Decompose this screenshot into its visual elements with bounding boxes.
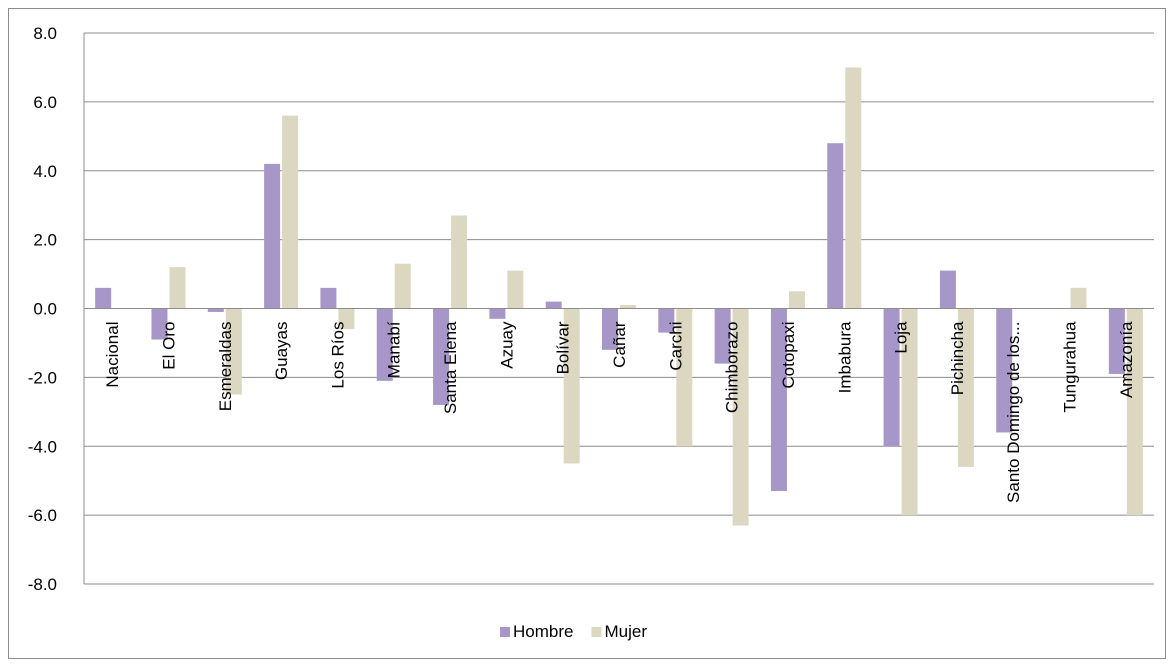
bar-hombre	[207, 308, 224, 312]
category-label: Azuay	[497, 321, 516, 369]
category-label: Loja	[892, 321, 911, 354]
y-tick-label: 4.0	[33, 162, 57, 181]
category-labels: Nacional El Oro Esmeraldas Guayas Los Ríos Ma…	[103, 321, 1136, 503]
bar-hombre	[939, 270, 956, 309]
bar-mujer	[338, 308, 355, 330]
gridlines	[84, 32, 1154, 585]
bar-mujer	[1126, 308, 1143, 516]
bar-hombre	[770, 308, 787, 492]
legend-swatch-hombre	[500, 627, 510, 637]
category-label: El Oro	[159, 322, 178, 370]
y-tick-label: -2.0	[28, 368, 57, 387]
bar-hombre	[714, 308, 731, 364]
bar-hombre	[320, 287, 337, 309]
bar-mujer	[845, 67, 862, 309]
category-label: Imbabura	[835, 321, 854, 393]
legend-label-mujer: Mujer	[604, 622, 647, 641]
bar-mujer	[901, 308, 918, 516]
legend-swatch-mujer	[591, 627, 602, 637]
category-label: Los Ríos	[328, 322, 347, 389]
bar-hombre	[433, 308, 450, 405]
bar-mujer	[563, 308, 580, 464]
bar-mujer	[394, 263, 411, 309]
bar-hombre	[151, 308, 168, 340]
category-label: Cañar	[610, 321, 629, 368]
y-axis-tick-labels: 8.0 6.0 4.0 2.0 0.0 -2.0 -4.0 -6.0 -8.0	[28, 24, 57, 594]
category-label: Manabí	[385, 321, 404, 378]
bar-mujer	[620, 305, 636, 309]
y-tick-label: 8.0	[33, 24, 57, 43]
bar-mujer	[1070, 287, 1087, 309]
y-tick-label: 6.0	[33, 93, 57, 112]
bar-hombre	[996, 308, 1013, 433]
category-label: Bolívar	[554, 321, 573, 374]
category-label: Amazonía	[1117, 321, 1136, 398]
y-tick-label: 2.0	[33, 231, 57, 250]
category-label: Santo Domingo de los...	[1004, 322, 1023, 503]
bar-mujer	[507, 270, 524, 309]
bar-hombre	[602, 308, 618, 350]
bar-hombre	[489, 308, 506, 319]
bar-hombre	[95, 287, 112, 309]
category-label: Nacional	[103, 322, 122, 388]
category-label: Chimborazo	[723, 322, 742, 414]
legend: Hombre Mujer	[500, 622, 647, 641]
category-label: Cotopaxi	[779, 322, 798, 389]
bar-hombre	[1108, 308, 1125, 374]
category-label: Carchi	[666, 322, 685, 371]
bar-hombre	[376, 308, 393, 381]
y-tick-label: -4.0	[28, 437, 57, 456]
bar-mujer	[225, 308, 242, 395]
bar-hombre	[264, 163, 281, 309]
bar-mujer	[676, 308, 693, 447]
bar-mujer	[957, 308, 974, 467]
y-tick-label: -8.0	[28, 575, 57, 594]
bars	[95, 67, 1143, 526]
bar-hombre	[545, 301, 562, 309]
bar-hombre	[883, 308, 900, 447]
bar-mujer	[732, 308, 749, 526]
y-tick-label: -6.0	[28, 506, 57, 525]
category-label: Guayas	[272, 322, 291, 381]
bar-mujer	[451, 215, 468, 309]
category-label: Esmeraldas	[216, 322, 235, 412]
bar-hombre	[827, 143, 844, 309]
y-tick-label: 0.0	[33, 300, 57, 319]
bar-mujer	[282, 115, 299, 309]
category-label: Tungurahua	[1061, 321, 1080, 413]
bar-mujer	[169, 267, 186, 309]
bar-mujer	[788, 291, 805, 309]
category-label: Santa Elena	[441, 321, 460, 414]
axes	[83, 33, 1154, 584]
category-label: Pichincha	[948, 321, 967, 395]
legend-label-hombre: Hombre	[513, 622, 573, 641]
bar-hombre	[658, 308, 675, 333]
